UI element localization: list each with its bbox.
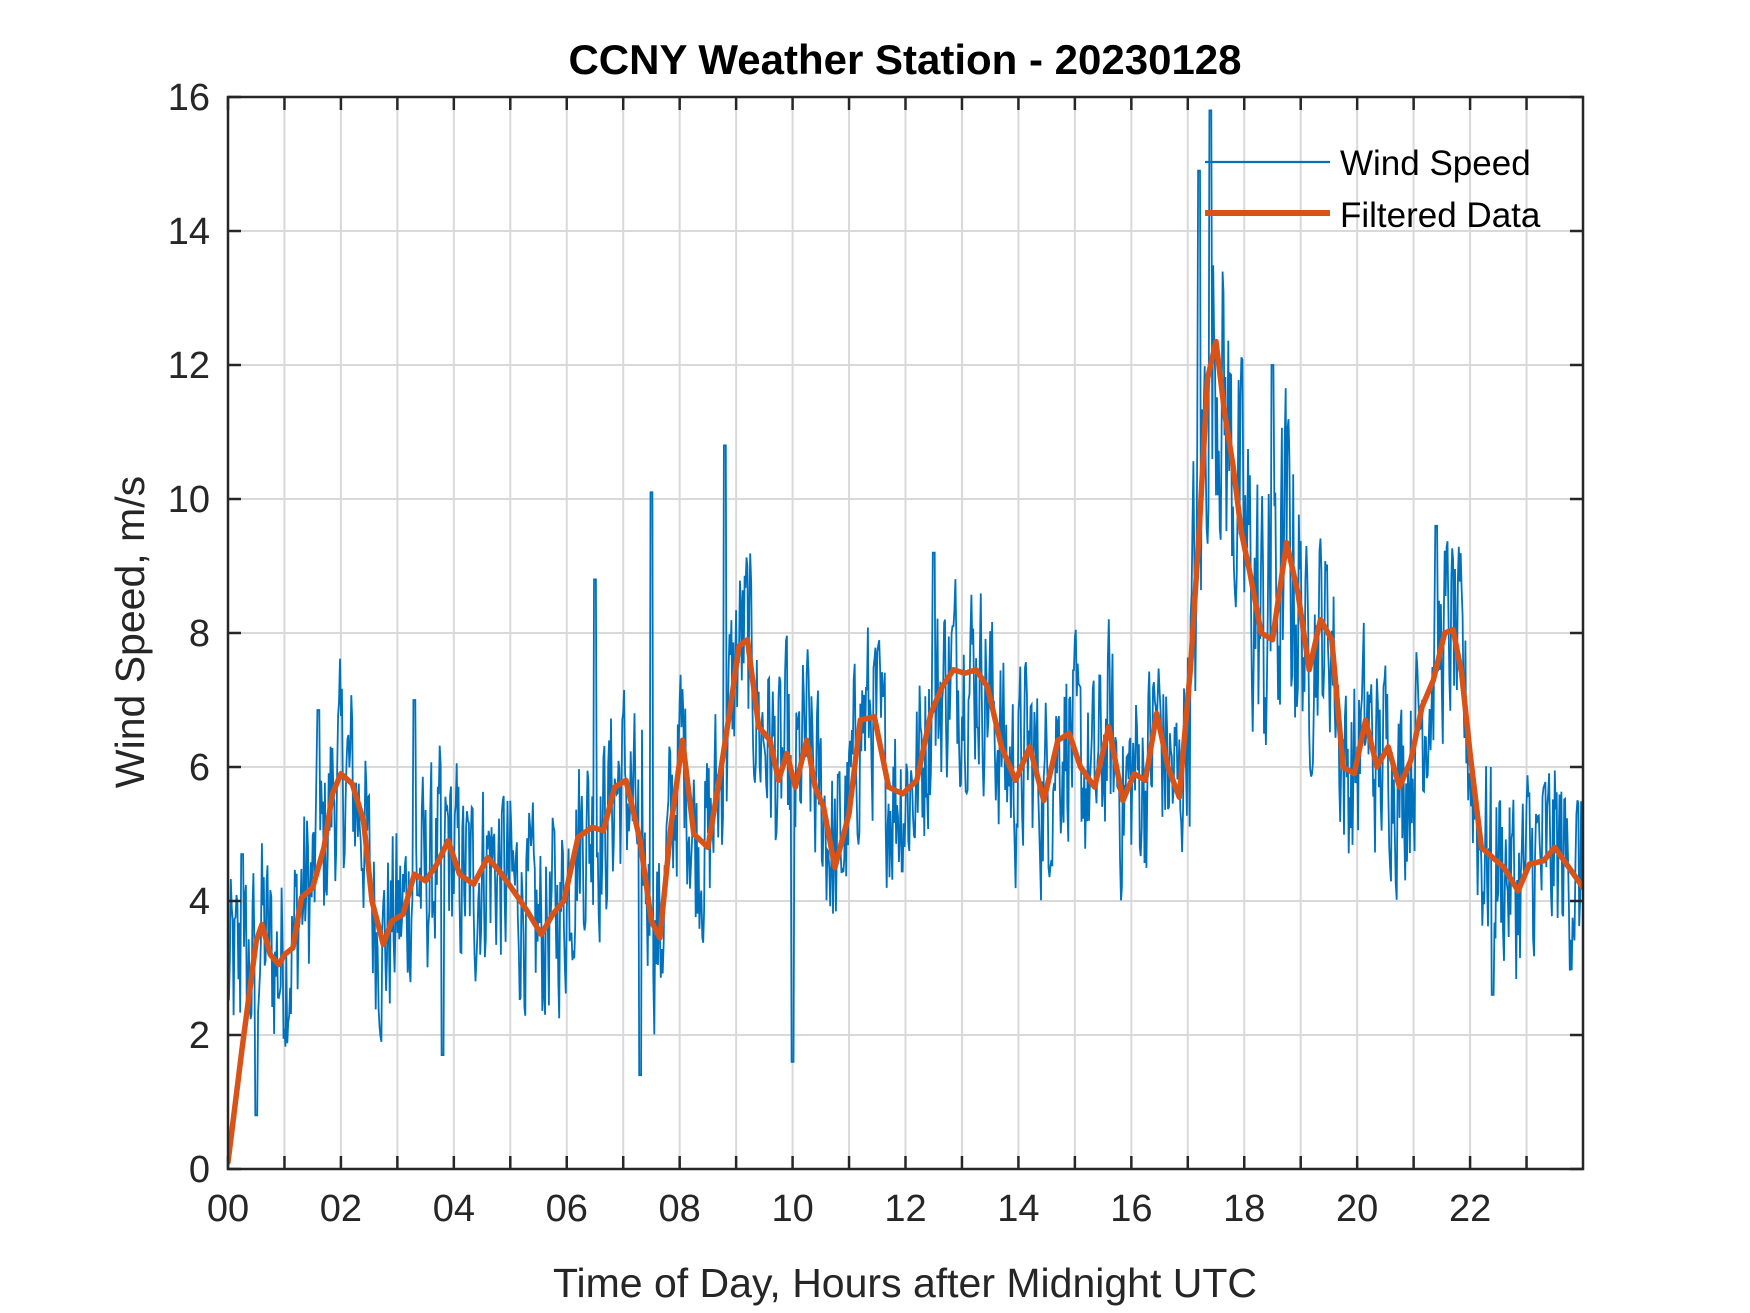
legend: Wind Speed Filtered Data <box>1205 144 1541 235</box>
x-axis-label: Time of Day, Hours after Midnight UTC <box>553 1260 1257 1306</box>
wind-speed-line <box>228 109 1583 1117</box>
x-tick-label: 22 <box>1449 1188 1491 1230</box>
y-tick-label: 0 <box>189 1149 210 1191</box>
legend-filtered-data-label: Filtered Data <box>1340 196 1541 235</box>
y-tick-label: 10 <box>168 479 210 521</box>
y-tick-label: 16 <box>168 77 210 119</box>
y-tick-labels: 0 2 4 6 8 10 12 14 16 <box>168 77 210 1191</box>
x-tick-label: 08 <box>659 1188 701 1230</box>
chart-title: CCNY Weather Station - 20230128 <box>568 36 1241 83</box>
series-layer <box>228 109 1583 1166</box>
x-tick-label: 10 <box>771 1188 813 1230</box>
y-tick-label: 12 <box>168 345 210 387</box>
x-tick-label: 18 <box>1223 1188 1265 1230</box>
x-tick-label: 06 <box>546 1188 588 1230</box>
x-tick-label: 00 <box>207 1188 249 1230</box>
y-axis-label: Wind Speed, m/s <box>107 476 153 788</box>
x-tick-label: 12 <box>884 1188 926 1230</box>
x-tick-label: 14 <box>997 1188 1039 1230</box>
x-tick-label: 04 <box>433 1188 475 1230</box>
x-tick-label: 20 <box>1336 1188 1378 1230</box>
y-tick-label: 14 <box>168 211 210 253</box>
x-tick-label: 16 <box>1110 1188 1152 1230</box>
y-tick-label: 2 <box>189 1015 210 1057</box>
ticks <box>226 95 1583 1171</box>
y-tick-label: 8 <box>189 613 210 655</box>
legend-wind-speed-label: Wind Speed <box>1340 144 1531 183</box>
filtered-data-line <box>228 338 1583 1166</box>
y-tick-label: 6 <box>189 747 210 789</box>
y-tick-label: 4 <box>189 881 210 923</box>
x-tick-labels: 00 02 04 06 08 10 12 14 16 18 20 22 <box>207 1188 1491 1230</box>
x-tick-label: 02 <box>320 1188 362 1230</box>
grid <box>228 97 1583 1169</box>
